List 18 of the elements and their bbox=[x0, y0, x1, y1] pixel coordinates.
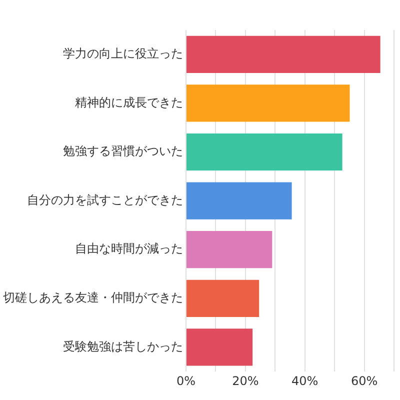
y-tick-label: 学力の向上に役立った bbox=[63, 46, 183, 61]
x-tick-label: 20% bbox=[232, 374, 259, 388]
y-tick-label: 自由な時間が減った bbox=[75, 242, 183, 256]
x-tick-label: 40% bbox=[292, 374, 318, 388]
bar bbox=[186, 133, 342, 171]
bar bbox=[186, 231, 272, 268]
bar bbox=[186, 328, 253, 366]
y-tick-label: 受験勉強は苦しかった bbox=[63, 339, 183, 354]
bar bbox=[186, 84, 350, 122]
bar bbox=[186, 182, 292, 220]
y-tick-label: 勉強する習慣がついた bbox=[63, 144, 183, 158]
x-tick-label: 60% bbox=[350, 374, 378, 388]
y-tick-label: 切磋しあえる友達・仲間ができた bbox=[3, 290, 183, 305]
x-tick-label: 0% bbox=[176, 374, 196, 388]
bar bbox=[186, 280, 260, 317]
y-tick-label: 自分の力を試すことができた bbox=[27, 192, 183, 207]
y-tick-label: 精神的に成長できた bbox=[75, 95, 183, 110]
bar bbox=[186, 36, 380, 73]
